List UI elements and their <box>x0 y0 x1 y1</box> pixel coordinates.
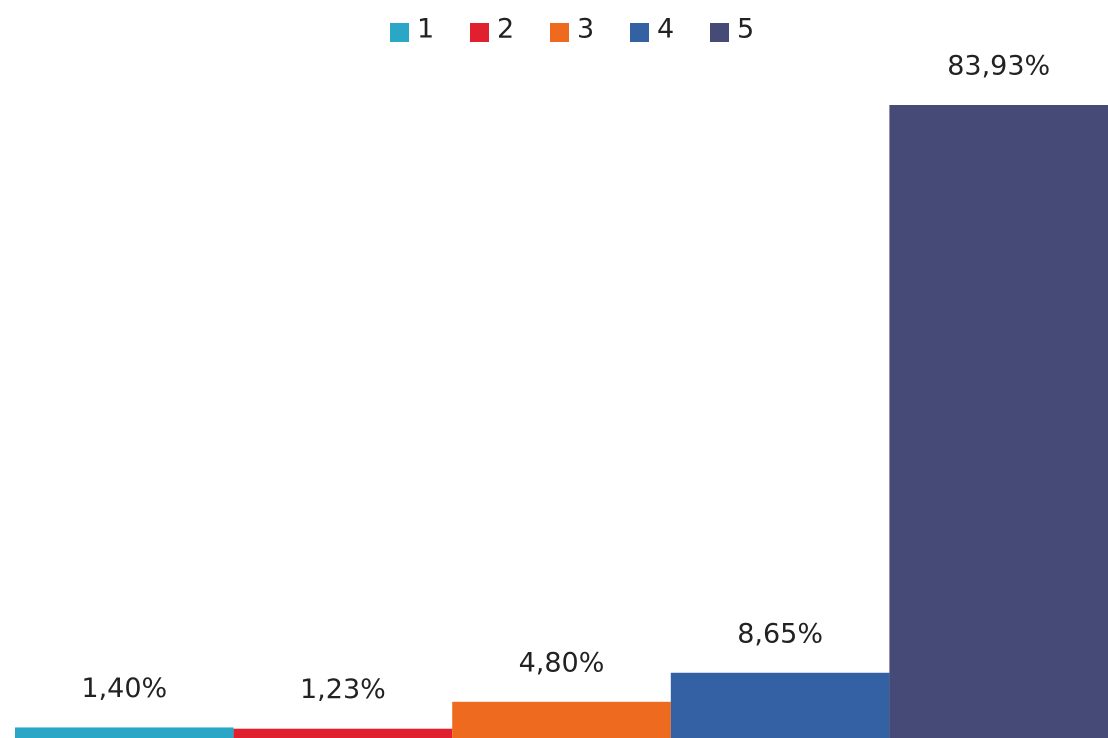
value-label: 1,23% <box>300 674 386 705</box>
legend-swatch <box>550 23 569 42</box>
legend-label: 4 <box>657 14 674 45</box>
legend-swatch <box>470 23 489 42</box>
value-label: 83,93% <box>947 51 1050 82</box>
legend-label: 5 <box>737 14 754 45</box>
legend-label: 1 <box>417 14 434 45</box>
bar <box>889 105 1108 738</box>
legend-swatch <box>630 23 649 42</box>
bar <box>15 727 234 738</box>
legend-label: 2 <box>497 14 514 45</box>
legend-swatch <box>390 23 409 42</box>
bar <box>670 672 890 738</box>
value-label: 1,40% <box>81 673 167 704</box>
value-label: 8,65% <box>737 618 823 649</box>
legend-swatch <box>710 23 729 42</box>
value-label: 4,80% <box>519 647 605 678</box>
bar <box>452 701 671 738</box>
legend-label: 3 <box>577 14 594 45</box>
bar <box>233 728 453 738</box>
